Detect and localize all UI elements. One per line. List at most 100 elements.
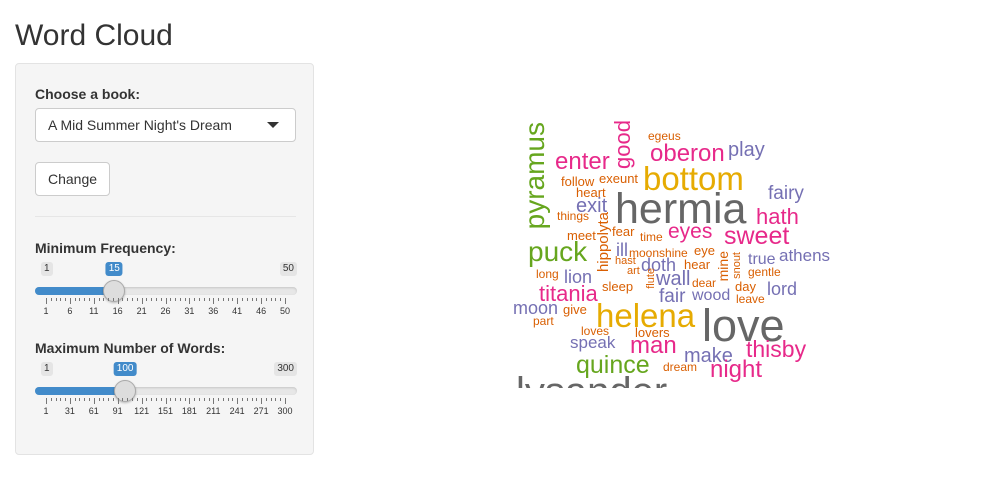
slider-minor-tick [227,298,229,301]
word-cloud-word: moon [513,298,559,318]
slider-minor-tick [275,398,277,401]
slider-minor-tick [275,298,277,301]
word-cloud-word: sweet [724,222,790,250]
slider-ticks: 1 31 61 91 121 151 181 211 241 271 300 [35,398,297,418]
slider-minor-tick [203,298,205,301]
slider-minor-tick [194,298,196,301]
slider-minor-tick [151,398,153,401]
slider-minor-tick [74,298,76,301]
slider-minor-tick [203,398,205,401]
slider-minor-tick [170,398,172,401]
slider-minor-tick [280,298,282,301]
slider-tick-label: 46 [256,306,267,316]
book-select[interactable]: A Mid Summer Night's Dream [35,108,296,142]
slider-minor-tick [265,298,267,301]
word-cloud-word: snout [731,252,743,279]
slider-minor-tick [146,398,148,401]
slider-tick [165,298,167,304]
slider-minor-tick [175,298,177,301]
slider-tick-label: 91 [112,406,123,416]
slider-minor-tick [103,398,105,401]
word-cloud-word: lord [767,279,798,299]
slider-tick [141,398,143,404]
slider-tick [261,298,263,304]
slider-minor-tick [208,298,210,301]
slider-minor-tick [208,398,210,401]
slider-tick [261,398,263,404]
slider-tick [213,398,215,404]
slider-minor-tick [280,398,282,401]
slider-minor-tick [232,298,234,301]
slider-minor-tick [103,298,105,301]
word-cloud-word: mine [715,251,731,282]
slider-minor-tick [198,398,200,401]
word-cloud-word: ill [616,240,628,260]
word-cloud-word: wood [692,287,731,304]
slider-minor-tick [108,298,110,301]
word-cloud-word: eyes [668,220,713,243]
slider-track[interactable] [35,380,297,402]
change-button[interactable]: Change [35,162,110,196]
slider-minor-tick [227,398,229,401]
word-cloud-word: exeunt [599,171,639,186]
slider-minor-tick [218,398,220,401]
slider-minor-tick [175,398,177,401]
slider-minor-tick [79,298,81,301]
slider-tick [285,398,286,404]
slider-tick [285,298,286,304]
slider-minor-tick [218,298,220,301]
slider-tick-label: 241 [229,406,245,416]
word-cloud-word: puck [528,236,588,267]
slider-tick-label: 16 [112,306,123,316]
word-cloud-word: helena [596,297,696,334]
word-cloud-word: doth [641,255,677,275]
slider-minor-tick [55,298,57,301]
slider-value-label: 15 [105,262,123,276]
slider-minor-tick [89,298,91,301]
slider-handle[interactable] [103,280,126,302]
word-cloud-word: hippolyta [595,212,612,273]
slider-minor-tick [251,398,253,401]
word-cloud-word: titania [539,281,598,306]
word-cloud: pyramus good egeus enter oberon play bottom fol… [506,110,846,388]
slider-tick-label: 300 [277,406,293,416]
slider-tick-label: 31 [184,306,195,316]
slider-tick-label: 6 [67,306,73,316]
slider-minor-tick [65,398,67,401]
slider-min-label: 1 [41,262,53,276]
word-cloud-word: eye [694,243,715,258]
word-cloud-word: things [557,209,590,223]
book-select-label: Choose a book: [35,86,141,102]
word-cloud-word: flute [645,268,657,289]
slider-tick [117,398,119,404]
slider-tick [141,298,143,304]
slider-tick-label: 1 [43,306,49,316]
slider-minor-tick [246,298,248,301]
slider-tick [189,398,191,404]
min-frequency-slider[interactable]: 1 50 15 1 6 11 16 21 26 31 36 41 46 50 [35,262,297,322]
slider-minor-tick [146,298,148,301]
slider-handle[interactable] [114,380,137,402]
max-words-slider[interactable]: 1 300 100 1 31 61 91 121 151 181 211 241 271 300 [35,362,297,422]
slider-minor-tick [222,298,224,301]
slider-minor-tick [184,398,186,401]
word-cloud-word: love [702,300,785,351]
slider-minor-tick [84,398,86,401]
book-select-value: A Mid Summer Night's Dream [48,117,232,133]
slider-minor-tick [122,398,124,401]
sidebar-panel: Choose a book: A Mid Summer Night's Drea… [15,63,314,455]
slider-minor-tick [256,398,258,401]
word-cloud-word: oberon [650,140,725,167]
word-cloud-word: good [610,120,635,169]
word-cloud-word: lion [564,267,593,287]
slider-minor-tick [179,298,181,301]
slider-minor-tick [179,398,181,401]
word-cloud-word: egeus [648,129,681,143]
slider-minor-tick [136,398,138,401]
slider-tick-label: 36 [208,306,219,316]
word-cloud-word: dear [692,276,717,290]
slider-ticks: 1 6 11 16 21 26 31 36 41 46 50 [35,298,297,318]
slider-minor-tick [160,398,162,401]
slider-minor-tick [50,298,52,301]
slider-track[interactable] [35,280,297,302]
